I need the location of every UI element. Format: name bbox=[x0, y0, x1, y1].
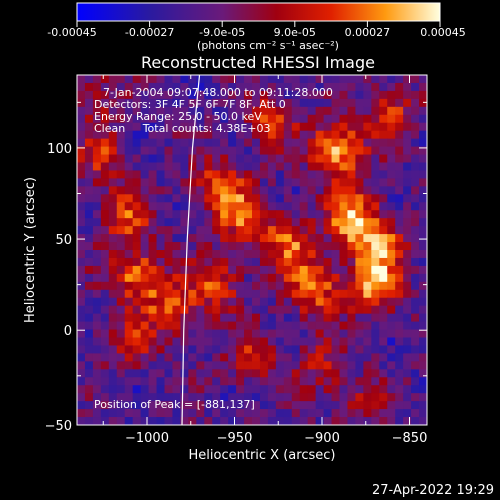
colorbar-ticks: -0.00045 -0.00027 -9.0e-05 9.0e-05 0.00027 0.… bbox=[47, 21, 466, 39]
colorbar-tick-label: 0.00045 bbox=[420, 26, 466, 39]
x-tick-label: −950 bbox=[217, 431, 253, 446]
info-line-detectors: Detectors: 3F 4F 5F 6F 7F 8F, Att 0 bbox=[94, 98, 286, 111]
x-tick-label: −1000 bbox=[125, 431, 169, 446]
info-text: 7-Jan-2004 09:07:48.000 to 09:11:28.000 … bbox=[94, 86, 333, 411]
x-tick-label: −900 bbox=[304, 431, 340, 446]
solar-limb-line bbox=[181, 75, 201, 425]
plot-axes: −1000 −950 −900 −850 0 50 100 −50 bbox=[45, 75, 428, 446]
y-axis-label: Heliocentric Y (arcsec) bbox=[23, 177, 38, 323]
x-tick-label: −850 bbox=[392, 431, 428, 446]
colorbar-unit-label: (photons cm⁻² s⁻¹ asec⁻²) bbox=[197, 39, 339, 52]
info-line-time: 7-Jan-2004 09:07:48.000 to 09:11:28.000 bbox=[103, 86, 333, 99]
colorbar-tick-label: -0.00027 bbox=[125, 26, 174, 39]
y-tick-label: 50 bbox=[55, 233, 72, 248]
colorbar: -0.00045 -0.00027 -9.0e-05 9.0e-05 0.00027 0.… bbox=[47, 2, 466, 52]
peak-position-label: Position of Peak = [-881,137] bbox=[94, 398, 255, 411]
x-axis-label: Heliocentric X (arcsec) bbox=[189, 448, 336, 463]
info-line-energy: Energy Range: 25.0 - 50.0 keV bbox=[94, 110, 262, 123]
colorbar-tick-label: 0.00027 bbox=[345, 26, 391, 39]
info-line-clean: Clean Total counts: 4.38E+03 bbox=[94, 122, 271, 135]
colorbar-tick-label: -0.00045 bbox=[47, 26, 96, 39]
heatmap-image bbox=[77, 75, 427, 425]
y-tick-label: −50 bbox=[45, 419, 72, 434]
colorbar-gradient bbox=[76, 2, 441, 22]
plot-title: Reconstructed RHESSI Image bbox=[141, 53, 375, 72]
colorbar-tick-label: -9.0e-05 bbox=[199, 26, 245, 39]
y-tick-label: 0 bbox=[64, 324, 72, 339]
timestamp: 27-Apr-2022 19:29 bbox=[372, 483, 494, 498]
plot-frame bbox=[76, 74, 428, 426]
y-tick-label: 100 bbox=[47, 142, 72, 157]
colorbar-tick-label: 9.0e-05 bbox=[274, 26, 316, 39]
